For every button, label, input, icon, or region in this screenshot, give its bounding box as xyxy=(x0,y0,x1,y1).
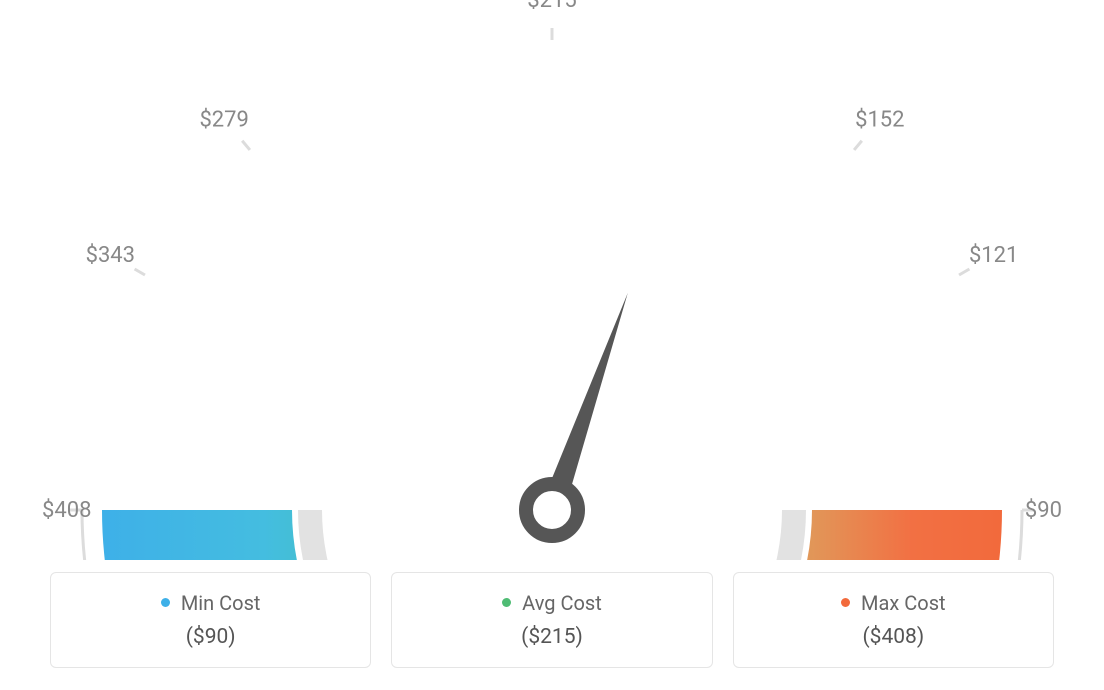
legend-label-max: Max Cost xyxy=(861,591,946,615)
scale-label: $121 xyxy=(969,243,1018,268)
scale-label: $343 xyxy=(86,243,135,268)
gauge-tick xyxy=(382,100,393,126)
gauge-tick xyxy=(846,196,866,216)
scale-label: $152 xyxy=(855,107,904,132)
scale-label: $279 xyxy=(199,107,248,132)
gauge-tick xyxy=(750,125,774,167)
legend-title-max: Max Cost xyxy=(744,591,1043,615)
needle-hub xyxy=(526,484,578,536)
guide-tick xyxy=(854,141,862,150)
gauge-tick xyxy=(805,158,822,180)
scale-label: $215 xyxy=(527,0,576,13)
gauge-tick xyxy=(494,70,498,98)
gauge-tick xyxy=(964,452,992,456)
dot-max-icon xyxy=(841,598,850,607)
legend-card-max: Max Cost ($408) xyxy=(733,572,1054,668)
legend-title-avg: Avg Cost xyxy=(402,591,701,615)
scale-label: $90 xyxy=(1025,498,1062,523)
gauge-tick xyxy=(895,288,937,312)
gauge-svg: $90 $121 $152 $215 $279 $343 $408 xyxy=(0,0,1104,560)
gauge-tick xyxy=(112,452,140,456)
legend-value-avg: ($215) xyxy=(402,625,701,649)
scale-label: $408 xyxy=(42,498,91,523)
guide-tick xyxy=(959,269,969,275)
gauge-tick xyxy=(200,240,222,257)
gauge-tick xyxy=(660,81,667,108)
gauge-tick xyxy=(123,395,150,402)
legend-card-avg: Avg Cost ($215) xyxy=(391,572,712,668)
gauge-tick xyxy=(238,196,258,216)
gauge-tick xyxy=(606,70,610,98)
legend-label-avg: Avg Cost xyxy=(522,591,602,615)
gauge-tick xyxy=(936,340,962,351)
gauge-tick xyxy=(142,340,168,351)
legend-value-max: ($408) xyxy=(744,625,1043,649)
legend-row: Min Cost ($90) Avg Cost ($215) Max Cost … xyxy=(50,572,1054,668)
gauge-tick xyxy=(167,288,209,312)
gauge-tick xyxy=(282,158,299,180)
gauge-tick xyxy=(330,125,354,167)
gauge-tick xyxy=(954,395,981,402)
legend-title-min: Min Cost xyxy=(61,591,360,615)
gauge-tick xyxy=(437,81,444,108)
gauge-chart: $90 $121 $152 $215 $279 $343 $408 xyxy=(0,0,1104,560)
legend-card-min: Min Cost ($90) xyxy=(50,572,371,668)
dot-min-icon xyxy=(161,598,170,607)
guide-tick xyxy=(135,269,145,275)
guide-tick xyxy=(242,141,250,150)
legend-value-min: ($90) xyxy=(61,625,360,649)
legend-label-min: Min Cost xyxy=(181,591,261,615)
gauge-tick xyxy=(711,100,722,126)
gauge-tick xyxy=(882,240,904,257)
dot-avg-icon xyxy=(502,598,511,607)
